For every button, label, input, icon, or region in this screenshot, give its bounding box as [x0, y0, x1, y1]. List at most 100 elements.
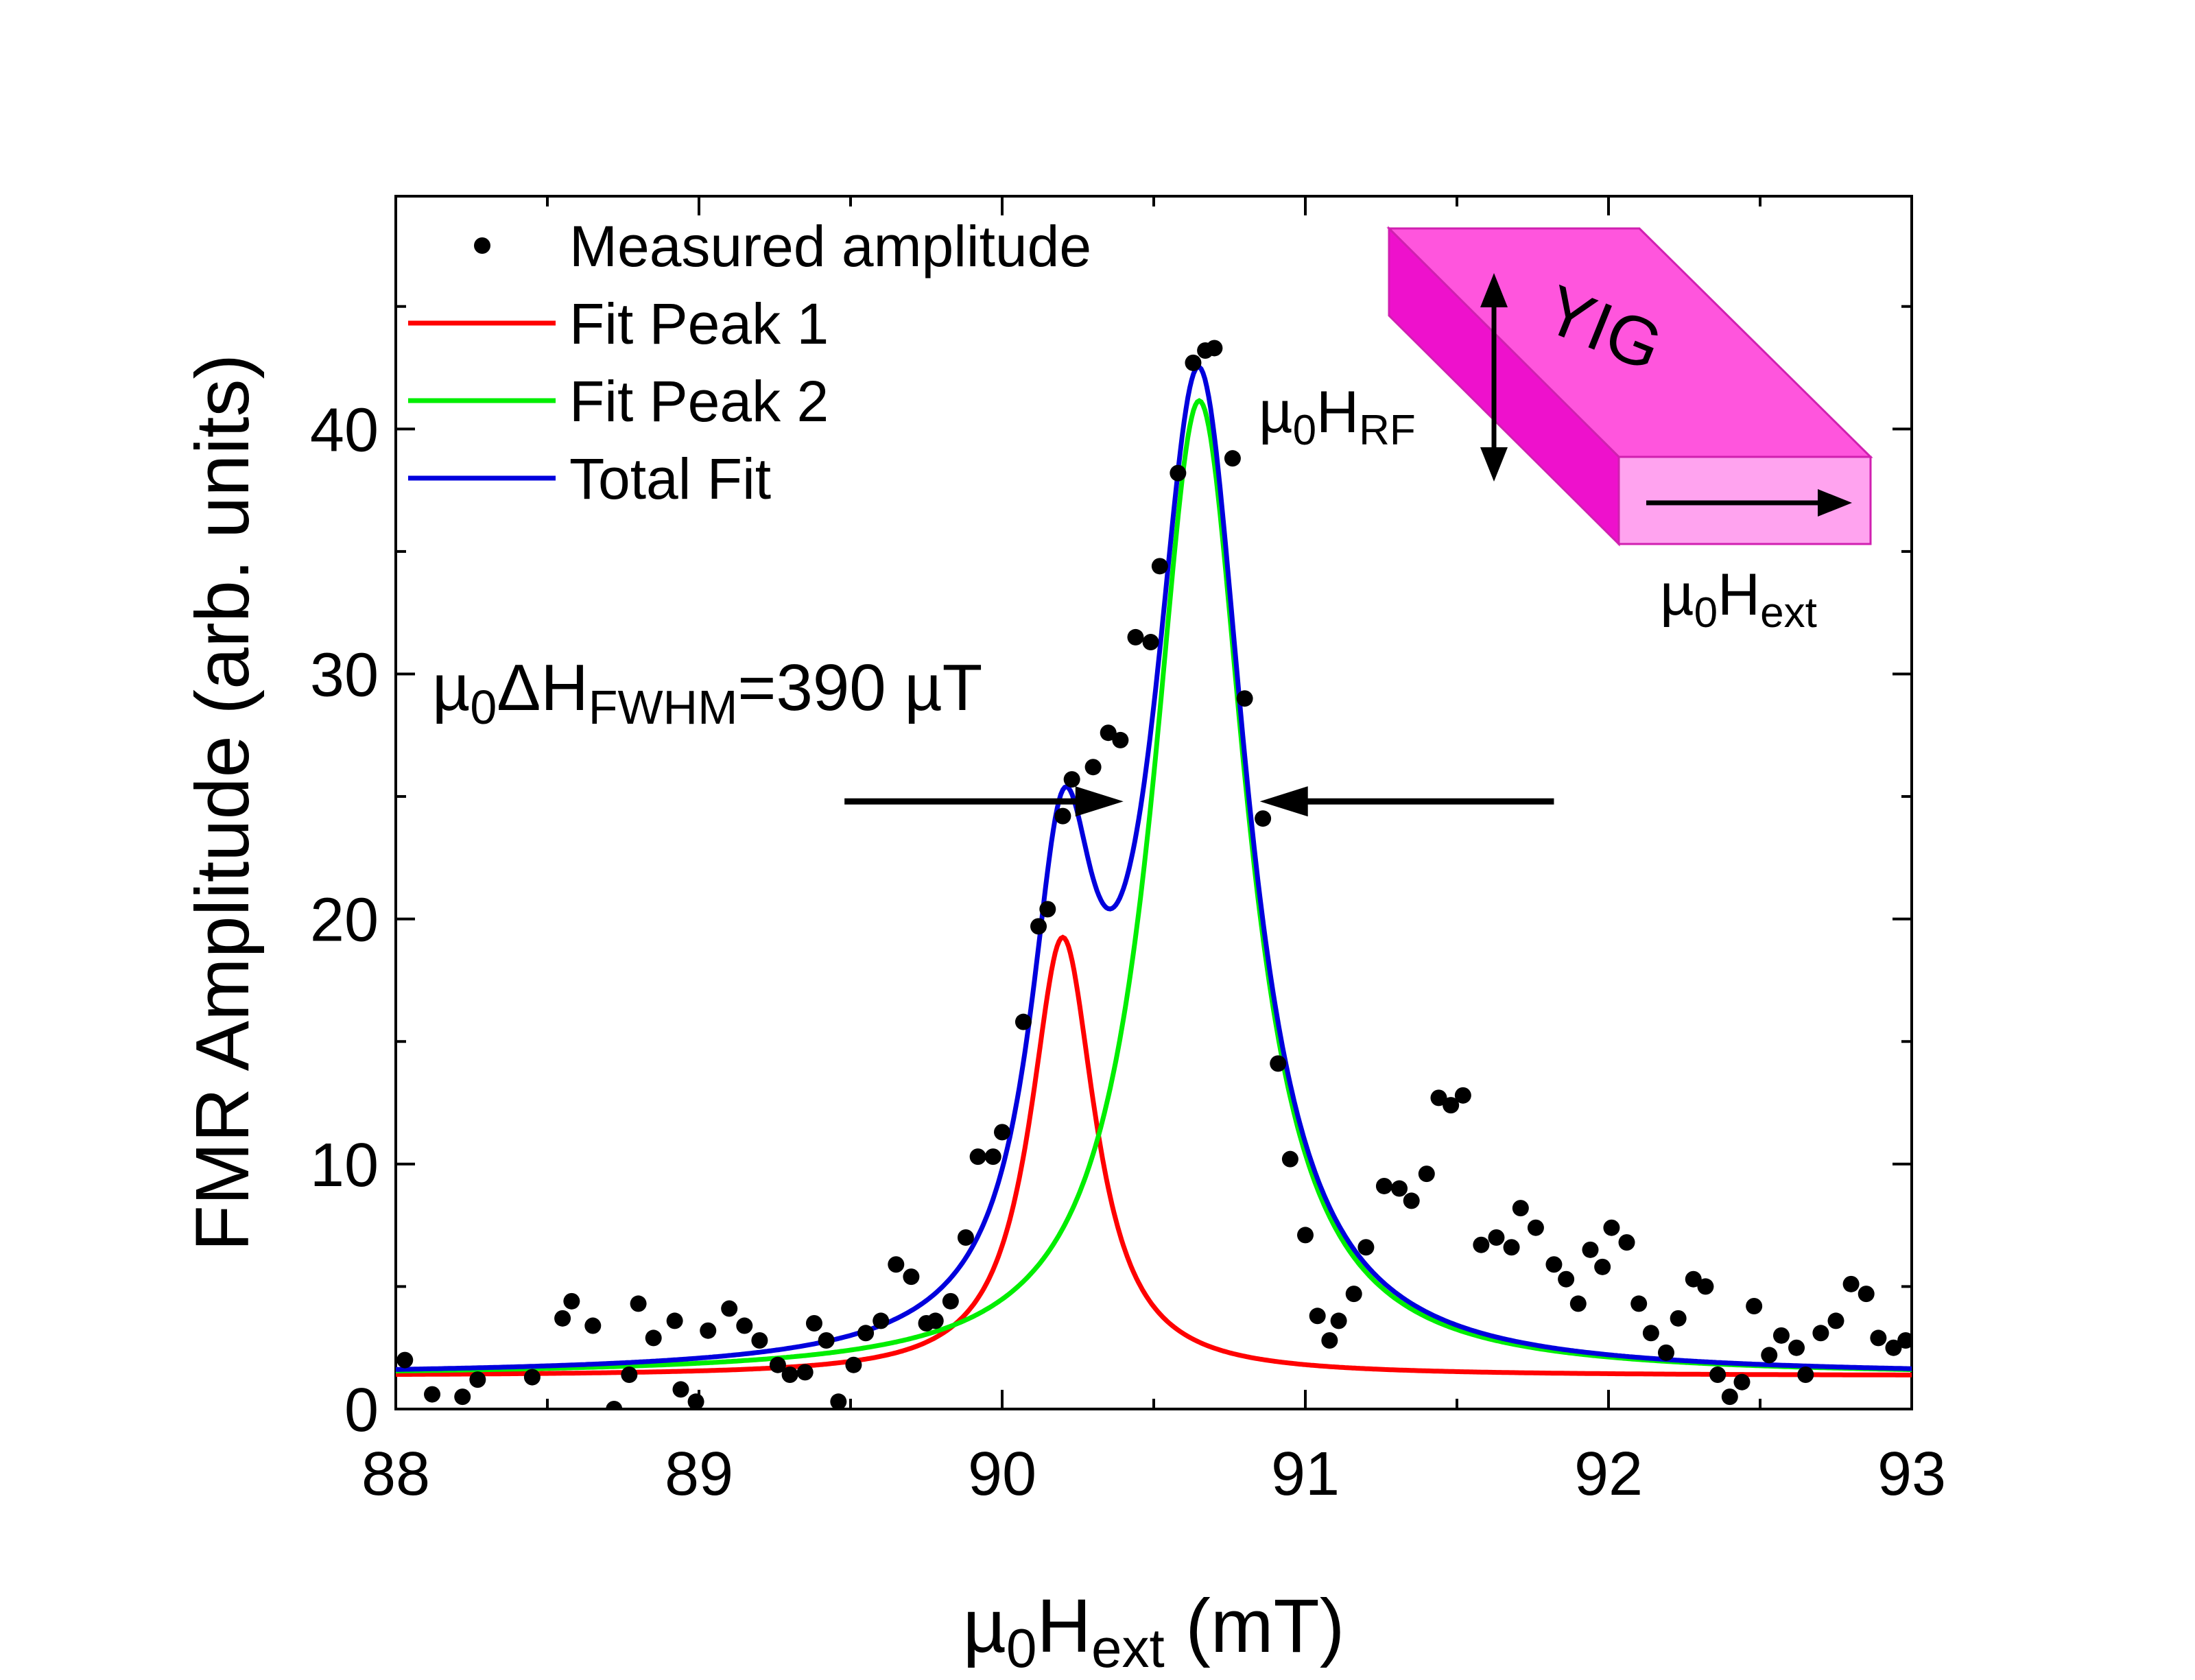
data-point — [1709, 1366, 1727, 1383]
data-point — [630, 1295, 647, 1312]
data-point — [621, 1366, 638, 1383]
data-point — [1685, 1270, 1702, 1288]
data-point — [957, 1229, 974, 1246]
data-point — [454, 1388, 471, 1406]
data-point — [721, 1300, 738, 1317]
data-point — [1151, 558, 1168, 575]
data-point — [1473, 1236, 1490, 1253]
y-axis-ticks: 0 10 20 30 40 — [310, 305, 1912, 1445]
data-point — [1746, 1297, 1763, 1314]
data-point — [1309, 1308, 1326, 1325]
y-tick-label: 30 — [310, 641, 379, 709]
data-point — [1418, 1166, 1435, 1183]
y-tick-label: 40 — [310, 396, 379, 464]
data-point — [523, 1369, 541, 1386]
ext-field-label: µ0Hext — [1660, 562, 1817, 637]
data-point — [888, 1256, 905, 1273]
data-point — [805, 1314, 822, 1332]
data-point — [1330, 1312, 1347, 1329]
data-point — [1885, 1339, 1902, 1356]
data-point — [1100, 724, 1117, 742]
data-point — [1527, 1219, 1544, 1236]
data-point — [1112, 731, 1129, 748]
data-point — [645, 1329, 662, 1347]
x-tick-label: 92 — [1574, 1440, 1643, 1509]
data-point — [1454, 1087, 1471, 1104]
data-point — [857, 1325, 875, 1342]
fwhm-arrow-left-head — [1075, 786, 1124, 817]
data-point — [845, 1356, 862, 1373]
data-point — [927, 1312, 944, 1329]
data-point — [1630, 1295, 1648, 1312]
data-point — [1054, 807, 1071, 825]
data-point — [994, 1124, 1010, 1141]
y-tick-label: 20 — [310, 886, 379, 955]
ext-arrow-head — [1818, 489, 1852, 517]
data-point — [736, 1317, 753, 1334]
y-axis-label: FMR Amplitude (arb. units) — [180, 354, 265, 1251]
data-point — [830, 1393, 847, 1409]
data-point — [1443, 1097, 1460, 1114]
x-tick-label: 88 — [361, 1440, 430, 1509]
data-point — [1430, 1089, 1447, 1107]
data-point — [781, 1366, 798, 1383]
data-point — [666, 1312, 683, 1329]
x-tick-label: 89 — [665, 1440, 733, 1509]
legend-label: Fit Peak 1 — [569, 292, 829, 356]
data-point — [1015, 1013, 1032, 1030]
data-point — [672, 1381, 689, 1398]
y-tick-label: 10 — [310, 1131, 379, 1200]
data-point — [751, 1332, 768, 1349]
legend-label: Total Fit — [569, 447, 771, 511]
data-point — [1733, 1373, 1751, 1391]
legend-label: Fit Peak 2 — [569, 369, 829, 434]
data-point — [796, 1364, 814, 1381]
data-point — [469, 1371, 486, 1388]
legend-marker — [474, 237, 490, 254]
data-point — [1375, 1177, 1392, 1194]
data-point — [769, 1356, 786, 1373]
data-point — [554, 1310, 571, 1327]
fwhm-arrows — [844, 786, 1554, 817]
data-point — [424, 1386, 441, 1403]
data-point — [563, 1292, 580, 1310]
x-tick-label: 93 — [1877, 1440, 1946, 1509]
data-point — [903, 1268, 920, 1286]
data-point — [1391, 1180, 1408, 1197]
rf-field-label: µ0HRF — [1259, 379, 1416, 454]
data-point — [1657, 1344, 1674, 1361]
data-point — [1697, 1278, 1714, 1295]
data-point — [1761, 1347, 1778, 1364]
data-point — [1812, 1325, 1829, 1342]
data-point — [1236, 690, 1253, 707]
data-point — [584, 1317, 602, 1334]
fwhm-annotation: µ0ΔHFWHM=390 µT — [432, 651, 982, 734]
data-point — [1512, 1200, 1529, 1217]
data-point — [1142, 634, 1159, 651]
fit-peak-2-curve — [396, 398, 1912, 1373]
data-point — [1185, 354, 1202, 371]
x-tick-label: 90 — [968, 1440, 1036, 1509]
data-point — [1594, 1258, 1611, 1275]
x-tick-label: 91 — [1271, 1440, 1340, 1509]
data-point — [1858, 1286, 1875, 1303]
fit-curves — [396, 364, 1912, 1377]
legend: Measured amplitude Fit Peak 1 Fit Peak 2 To… — [408, 214, 1091, 511]
data-point — [1030, 918, 1047, 935]
data-point — [1063, 771, 1080, 788]
data-point — [1582, 1241, 1599, 1258]
data-point — [1345, 1286, 1362, 1303]
data-point — [969, 1148, 986, 1166]
plot-area: 88 89 90 91 92 93 0 10 20 30 40 — [310, 195, 1946, 1509]
data-point — [818, 1332, 835, 1349]
data-point — [700, 1322, 717, 1339]
data-point — [396, 1351, 414, 1369]
data-point — [1503, 1239, 1520, 1256]
data-point — [1039, 901, 1056, 918]
data-point — [1255, 810, 1272, 827]
fwhm-arrow-right-head — [1259, 786, 1308, 817]
data-point — [1357, 1239, 1375, 1256]
data-point — [1670, 1310, 1687, 1327]
data-point — [1558, 1270, 1575, 1288]
data-point — [1618, 1234, 1635, 1251]
